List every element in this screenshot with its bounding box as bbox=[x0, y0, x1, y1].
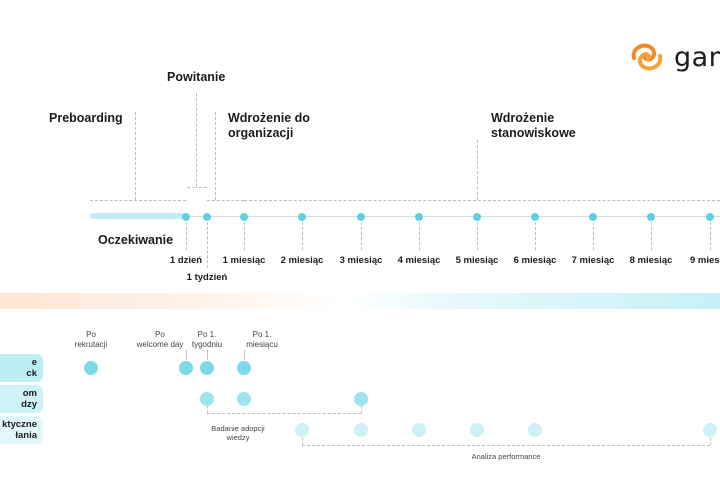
row-label-2: om dzy bbox=[0, 385, 43, 413]
wdrozenie-org-connector bbox=[215, 112, 216, 200]
timeline-dot bbox=[357, 213, 365, 221]
timeline-dot bbox=[589, 213, 597, 221]
row3-dot bbox=[354, 423, 368, 437]
analiza-bracket bbox=[302, 445, 710, 446]
timeline-dot bbox=[706, 213, 714, 221]
phase-preboarding: Preboarding bbox=[49, 111, 123, 125]
tick-drop bbox=[651, 222, 652, 250]
preboarding-connector bbox=[135, 112, 136, 200]
timeline-axis bbox=[90, 216, 720, 217]
powitanie-bracket bbox=[187, 187, 207, 188]
gamfi-swirl-icon bbox=[631, 43, 663, 71]
tick-label: 8 miesiąc bbox=[629, 255, 673, 266]
analiza-bracket-end bbox=[710, 438, 711, 445]
timeline-dot bbox=[531, 213, 539, 221]
timeline-dot bbox=[415, 213, 423, 221]
row1-dot bbox=[237, 361, 251, 375]
badanie-caption: Badanie adopcji wiedzy bbox=[211, 424, 265, 442]
phase-wdrozenie-stanowiskowe: Wdrożenie stanowiskowe bbox=[491, 111, 576, 140]
timeline-dot bbox=[203, 213, 211, 221]
timeline-dot bbox=[473, 213, 481, 221]
tick-label: 1 dzień bbox=[169, 255, 203, 266]
tick-drop bbox=[302, 222, 303, 250]
oczekiwanie-bar bbox=[90, 213, 186, 219]
timeline-dot bbox=[647, 213, 655, 221]
row2-dot bbox=[354, 392, 368, 406]
badanie-bracket bbox=[207, 413, 361, 414]
tick-drop bbox=[535, 222, 536, 250]
tick-drop bbox=[593, 222, 594, 250]
wdrozenie-stan-bracket bbox=[244, 200, 720, 201]
section-separator bbox=[0, 293, 720, 309]
logo-text: gam bbox=[674, 42, 720, 73]
milestone-drop bbox=[244, 350, 245, 360]
tick-drop bbox=[710, 222, 711, 250]
row-label-1: e ck bbox=[0, 354, 43, 382]
row2-dot bbox=[200, 392, 214, 406]
tick-drop bbox=[419, 222, 420, 250]
tick-label: 7 miesiąc bbox=[571, 255, 615, 266]
row1-dot bbox=[84, 361, 98, 375]
row3-dot bbox=[295, 423, 309, 437]
row1-dot bbox=[200, 361, 214, 375]
row3-dot bbox=[470, 423, 484, 437]
tick-label: 4 miesiąc bbox=[397, 255, 441, 266]
powitanie-connector bbox=[196, 93, 197, 187]
row3-dot bbox=[703, 423, 717, 437]
row-label-3: ktyczne łania bbox=[0, 416, 43, 444]
milestone-label: Po 1. tygodniu bbox=[191, 330, 223, 349]
tick-label: 1 tydzień bbox=[186, 272, 228, 283]
timeline-dot bbox=[182, 213, 190, 221]
analiza-caption: Analiza performance bbox=[471, 452, 541, 461]
row3-dot bbox=[412, 423, 426, 437]
row3-dot bbox=[528, 423, 542, 437]
tick-drop bbox=[244, 222, 245, 250]
tick-drop bbox=[361, 222, 362, 250]
timeline-dot bbox=[298, 213, 306, 221]
preboarding-bracket bbox=[90, 200, 186, 201]
tick-drop bbox=[186, 222, 187, 250]
wdrozenie-stan-connector bbox=[477, 140, 478, 200]
milestone-label: Po 1. miesiącu bbox=[246, 330, 278, 349]
tick-label: 5 miesiąc bbox=[455, 255, 499, 266]
milestone-drop bbox=[207, 350, 208, 360]
tick-label: 2 miesiąc bbox=[280, 255, 324, 266]
milestone-label: Po rekrutacji bbox=[74, 330, 108, 349]
tick-drop bbox=[477, 222, 478, 250]
tick-label: 1 miesiąc bbox=[222, 255, 266, 266]
analiza-bracket-end bbox=[302, 438, 303, 445]
row2-dot bbox=[237, 392, 251, 406]
phase-powitanie: Powitanie bbox=[167, 70, 226, 84]
badanie-bracket-end bbox=[207, 406, 208, 413]
tick-drop bbox=[207, 222, 208, 268]
badanie-bracket-end bbox=[361, 406, 362, 413]
timeline-dot bbox=[240, 213, 248, 221]
tick-label: 9 miesią bbox=[690, 255, 720, 266]
tick-label: 3 miesiąc bbox=[339, 255, 383, 266]
milestone-label: Po welcome day bbox=[136, 330, 184, 349]
phase-wdrozenie-organizacji: Wdrożenie do organizacji bbox=[228, 111, 310, 140]
tick-label: 6 miesiąc bbox=[513, 255, 557, 266]
phase-oczekiwanie: Oczekiwanie bbox=[98, 233, 174, 247]
row1-dot bbox=[179, 361, 193, 375]
milestone-drop bbox=[186, 350, 187, 360]
wdrozenie-org-bracket bbox=[207, 200, 244, 201]
